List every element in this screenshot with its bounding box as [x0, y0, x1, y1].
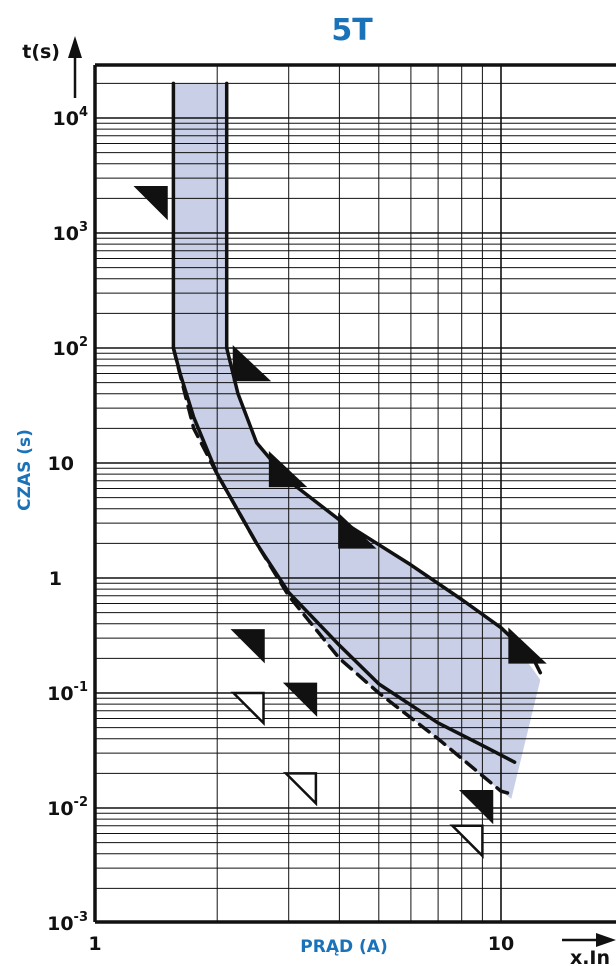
flag-marker: [268, 451, 308, 488]
flag-marker: [133, 185, 168, 221]
y-axis-top-label: t(s): [22, 41, 60, 63]
y-tick-label: 104: [53, 105, 89, 130]
grid-layer: [94, 65, 616, 922]
x-tick-labels: 1 10: [88, 933, 514, 955]
x-tick-label: 10: [488, 933, 514, 955]
frame-layer: [68, 36, 616, 947]
y-tick-label: 103: [53, 220, 89, 245]
flag-marker: [230, 629, 265, 664]
x-axis-arrow-head: [596, 933, 616, 947]
flag-marker: [449, 824, 484, 859]
tripping-band: [173, 83, 541, 799]
y-tick-label: 10: [48, 453, 74, 475]
chart-title: 5T: [331, 13, 373, 48]
flag-marker: [232, 345, 272, 382]
flag-marker: [230, 691, 265, 727]
y-tick-label: 102: [53, 335, 89, 360]
y-axis-side-label: CZAS (s): [15, 429, 35, 511]
flag-marker: [458, 789, 494, 825]
flag-marker: [338, 512, 377, 549]
y-tick-label: 10-2: [47, 795, 88, 820]
y-axis-arrow-head: [68, 36, 82, 58]
flag-marker: [508, 627, 547, 664]
x-tick-label: 1: [88, 933, 101, 955]
tripping-band-layer: [173, 83, 541, 799]
curve-3: [171, 346, 517, 797]
y-tick-label: 10-1: [47, 680, 88, 705]
x-axis-label: PRĄD (A): [300, 937, 387, 957]
flag-marker: [282, 682, 318, 717]
x-axis-end-label: x.In: [570, 947, 610, 966]
y-tick-label: 1: [49, 568, 62, 590]
marker-layer: [133, 185, 547, 859]
y-tick-label: 10-3: [47, 910, 88, 935]
flag-marker: [282, 772, 318, 807]
